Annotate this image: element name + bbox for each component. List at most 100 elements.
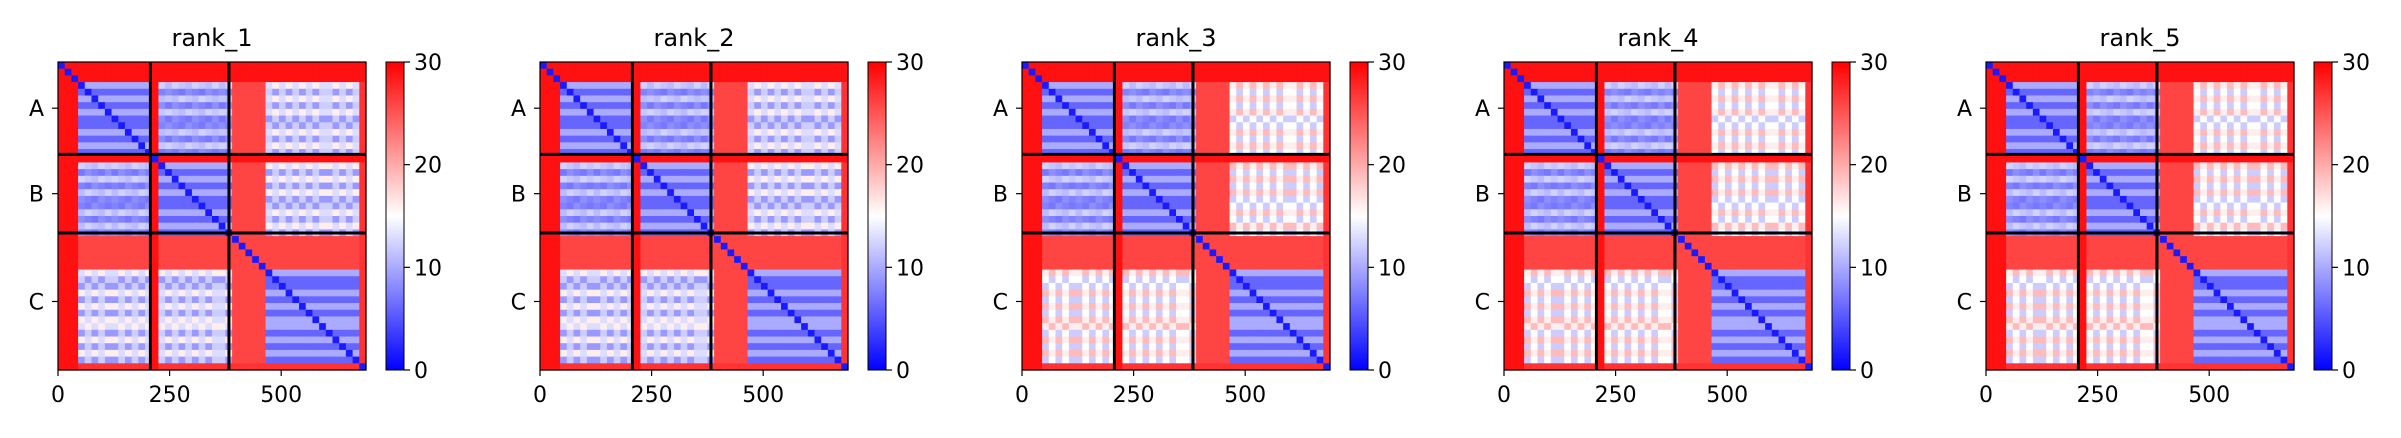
heatmap-cell (1323, 95, 1331, 103)
heatmap-cell (299, 128, 307, 137)
heatmap-cell (265, 336, 273, 344)
heatmap-cell (64, 108, 72, 117)
heatmap-cell (292, 195, 300, 204)
heatmap-cell (218, 135, 226, 143)
heatmap-cell (1309, 88, 1318, 97)
heatmap-cell (178, 128, 186, 137)
heatmap-cell (627, 269, 635, 277)
heatmap-cell (1196, 102, 1204, 110)
heatmap-cell (1269, 115, 1278, 123)
heatmap-cell (299, 209, 307, 217)
heatmap-cell (680, 95, 688, 103)
heatmap-cell (1182, 142, 1190, 150)
heatmap-cell (151, 309, 160, 318)
heatmap-cell (158, 222, 166, 230)
heatmap-cell (727, 323, 735, 331)
heatmap-cell (71, 296, 79, 304)
heatmap-cell (653, 316, 662, 324)
heatmap-cell (258, 128, 267, 137)
heatmap-cell (620, 209, 628, 217)
heatmap-cell (191, 108, 200, 117)
heatmap-cell (278, 162, 287, 170)
heatmap-cell (285, 169, 293, 177)
heatmap-cell (1289, 142, 1298, 150)
heatmap-cell (151, 102, 160, 110)
heatmap-cell (325, 75, 334, 83)
heatmap-cell (158, 169, 166, 177)
heatmap-cell (98, 316, 106, 324)
heatmap-cell (560, 182, 568, 190)
heatmap-cell (71, 108, 79, 117)
heatmap-cell (165, 276, 173, 284)
heatmap-cell (178, 323, 186, 331)
heatmap-cell (687, 209, 695, 217)
heatmap-cell (319, 269, 327, 277)
heatmap-cell (212, 182, 220, 190)
heatmap-cell (198, 296, 206, 304)
heatmap-cell (573, 282, 581, 291)
heatmap-cell (553, 88, 561, 97)
heatmap-cell (560, 175, 568, 184)
heatmap-cell (238, 202, 247, 210)
heatmap-cell (71, 209, 79, 217)
heatmap-cell (345, 102, 354, 110)
heatmap-cell (807, 182, 816, 190)
heatmap-cell (794, 316, 802, 324)
heatmap-cell (312, 316, 320, 324)
heatmap-cell (312, 135, 320, 143)
heatmap-cell (841, 88, 849, 97)
heatmap-cell (345, 142, 354, 150)
heatmap-cell (312, 216, 320, 224)
heatmap-cell (1155, 62, 1164, 70)
heatmap-cell (305, 102, 314, 110)
heatmap-cell (185, 95, 193, 103)
heatmap-cell (586, 202, 595, 210)
heatmap-cell (278, 242, 287, 251)
heatmap-cell (359, 162, 367, 170)
heatmap-cell (1109, 68, 1117, 76)
heatmap-cell (593, 363, 601, 371)
heatmap-cell (747, 195, 755, 204)
heatmap-cell (138, 303, 146, 311)
heatmap-cell (781, 149, 789, 157)
heatmap-cell (58, 155, 66, 164)
heatmap-cell (58, 363, 66, 371)
heatmap-cell (98, 202, 106, 210)
heatmap-cell (232, 242, 240, 251)
heatmap-cell (600, 289, 608, 297)
heatmap-cell (821, 356, 829, 364)
heatmap-cell (613, 296, 621, 304)
heatmap-cell (633, 175, 642, 184)
heatmap-cell (171, 269, 180, 277)
chain-label: C (511, 290, 526, 315)
heatmap-cell (620, 189, 628, 197)
heatmap-cell (667, 88, 675, 97)
heatmap-cell (1242, 122, 1251, 130)
heatmap-cell (600, 202, 608, 210)
heatmap-cell (613, 309, 621, 318)
heatmap-cell (573, 128, 581, 137)
heatmap-cell (580, 256, 588, 264)
heatmap-cell (339, 182, 347, 190)
heatmap-cell (747, 329, 755, 338)
heatmap-cell (272, 316, 280, 324)
heatmap-cell (740, 296, 749, 304)
heatmap-cell (680, 216, 688, 224)
heatmap-cell (325, 269, 334, 277)
heatmap-cell (593, 149, 601, 157)
heatmap-cell (1289, 62, 1298, 70)
heatmap-cell (613, 269, 621, 277)
heatmap-cell (131, 149, 139, 157)
heatmap-cell (1095, 128, 1103, 137)
heatmap-cell (1242, 142, 1251, 150)
heatmap-cell (613, 236, 621, 244)
heatmap-cell (1149, 128, 1157, 137)
heatmap-cell (91, 236, 99, 244)
heatmap-cell (620, 169, 628, 177)
heatmap-cell (339, 296, 347, 304)
heatmap-cell (118, 202, 126, 210)
heatmap-cell (104, 108, 113, 117)
heatmap-cell (620, 343, 628, 351)
heatmap-cell (673, 128, 682, 137)
heatmap-cell (1082, 75, 1090, 83)
